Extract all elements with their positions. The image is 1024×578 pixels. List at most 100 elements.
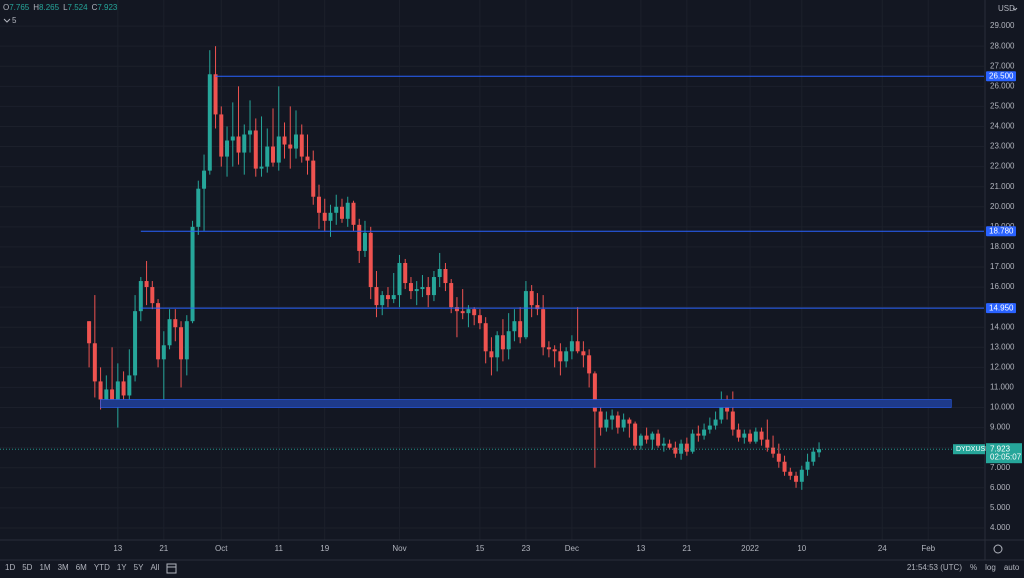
candle-body [98, 381, 103, 400]
candle-body [765, 439, 770, 448]
candle-body [546, 347, 551, 350]
candle-body [587, 355, 592, 374]
candle-body [759, 431, 764, 440]
candle-body [230, 136, 235, 141]
candle-body [575, 341, 580, 352]
candle-body [138, 281, 143, 312]
y-tick-label: 26.000 [990, 81, 1015, 90]
symbol-label: DYDXUSD [956, 446, 990, 453]
range-button[interactable]: 1Y [117, 563, 127, 572]
currency[interactable]: USD [998, 4, 1015, 13]
candle-body [483, 323, 488, 352]
collapse-icon[interactable] [3, 18, 11, 23]
candle-body [811, 451, 816, 462]
candle-body [316, 196, 321, 213]
range-button[interactable]: 1D [5, 563, 15, 572]
y-tick-label: 17.000 [990, 262, 1015, 271]
calendar-icon[interactable] [166, 563, 177, 574]
candle-body [115, 381, 120, 402]
candle-body [817, 449, 822, 453]
candle-body [110, 389, 115, 402]
range-button[interactable]: YTD [94, 563, 110, 572]
candle-body [541, 309, 546, 348]
candle-body [661, 443, 666, 446]
candle-body [523, 291, 528, 338]
ohlc-letter: C [92, 3, 98, 12]
candle-body [408, 283, 413, 292]
candle-body [276, 136, 281, 163]
ohlc-letter: O [3, 3, 9, 12]
level-label: 18.780 [989, 226, 1014, 235]
candle-body [702, 429, 707, 436]
range-button[interactable]: 6M [76, 563, 87, 572]
level-label-box [986, 71, 1016, 82]
candle-body [610, 415, 615, 420]
candle-body [696, 433, 701, 436]
candle-body [495, 335, 500, 358]
candle-body [598, 411, 603, 428]
last-price-box [986, 443, 1022, 464]
candle-body [736, 429, 741, 438]
countdown: 02:05:07 [990, 452, 1022, 461]
candle-body [454, 307, 459, 312]
y-tick-label: 11.000 [990, 383, 1014, 392]
candle-body [144, 281, 149, 288]
axis-option[interactable]: auto [1004, 563, 1020, 572]
indicator-count[interactable]: 5 [12, 16, 17, 25]
candle-body [156, 303, 161, 360]
candle-body [529, 291, 534, 306]
candle-body [196, 188, 201, 227]
y-tick-label: 18.000 [990, 242, 1015, 251]
candle-body [460, 311, 465, 314]
candle-body [650, 433, 655, 440]
candle-body [535, 305, 540, 310]
currency-dropdown[interactable] [1012, 7, 1018, 11]
x-tick-label: 23 [521, 544, 530, 553]
candle-body [357, 224, 362, 251]
candle-body [713, 419, 718, 426]
range-button[interactable]: 1M [39, 563, 50, 572]
level-label: 26.500 [989, 71, 1014, 80]
y-tick-label: 23.000 [990, 142, 1015, 151]
candle-body [282, 136, 287, 145]
candle-body [225, 140, 230, 157]
candle-body [265, 146, 270, 167]
candle-body [322, 212, 327, 221]
ohlc-value: 7.923 [97, 3, 118, 12]
x-tick-label: 13 [636, 544, 645, 553]
candle-body [489, 351, 494, 358]
candle-body [104, 389, 109, 400]
y-tick-label: 24.000 [990, 122, 1015, 131]
x-tick-label: 2022 [741, 544, 759, 553]
range-button[interactable]: All [150, 563, 159, 572]
symbol-label-box [953, 444, 985, 455]
y-tick-label: 12.000 [990, 362, 1015, 371]
y-tick-label: 9.000 [990, 423, 1011, 432]
x-tick-label: Nov [392, 544, 406, 553]
candle-body [500, 335, 505, 350]
candle-body [604, 419, 609, 428]
range-button[interactable]: 3M [58, 563, 69, 572]
candle-body [799, 469, 804, 482]
candle-body [788, 471, 793, 476]
candle-body [219, 114, 224, 157]
candle-body [368, 232, 373, 288]
range-button[interactable]: 5Y [134, 563, 144, 572]
y-tick-label: 28.000 [990, 41, 1015, 50]
level-label-box [986, 226, 1016, 237]
candle-body [288, 144, 293, 149]
axis-option[interactable]: log [985, 563, 996, 572]
candle-body [173, 319, 178, 328]
ohlc-letter: H [33, 3, 39, 12]
x-tick-label: Dec [565, 544, 579, 553]
candle-body [506, 331, 511, 350]
axis-option[interactable]: % [970, 563, 977, 572]
settings-icon[interactable] [993, 544, 1003, 554]
candle-body [259, 166, 264, 169]
x-tick-label: 11 [275, 544, 284, 553]
candle-body [414, 289, 419, 292]
range-button[interactable]: 5D [22, 563, 32, 572]
candle-body [328, 212, 333, 221]
